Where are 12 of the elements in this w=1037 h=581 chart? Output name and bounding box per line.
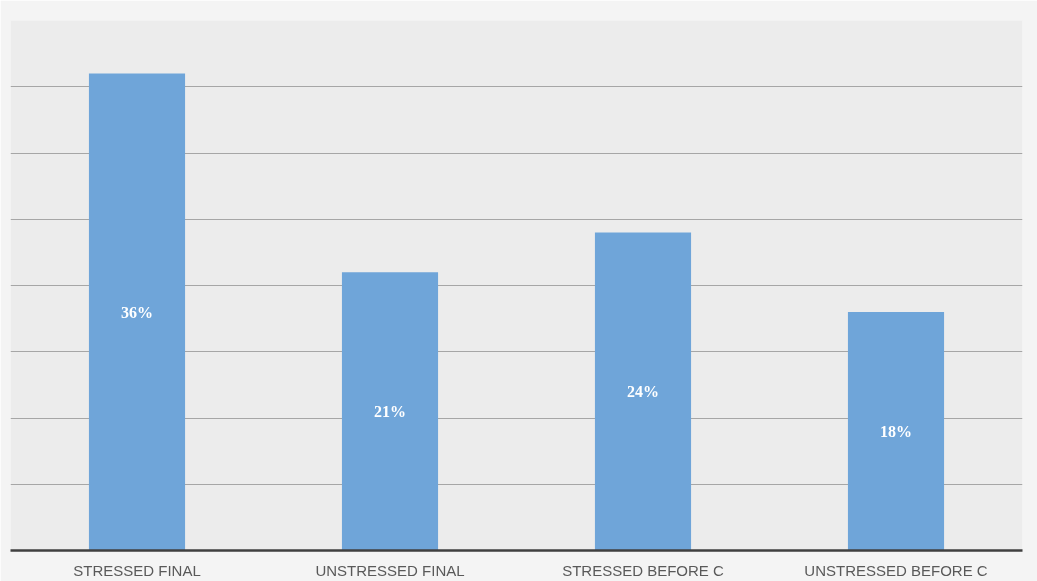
- x-tick-label: UNSTRESSED BEFORE C: [804, 561, 988, 579]
- data-label: 21%: [374, 402, 406, 420]
- bar: [88, 73, 186, 551]
- x-tick-label: STRESSED FINAL: [73, 561, 201, 579]
- bar: [341, 272, 439, 551]
- data-label: 24%: [627, 383, 659, 400]
- data-label: 36%: [121, 303, 153, 321]
- x-tick-label: UNSTRESSED FINAL: [315, 561, 465, 579]
- bar: [847, 312, 945, 551]
- data-label: 18%: [880, 422, 912, 440]
- x-tick-label: STRESSED BEFORE C: [562, 561, 725, 579]
- bar: [594, 232, 692, 551]
